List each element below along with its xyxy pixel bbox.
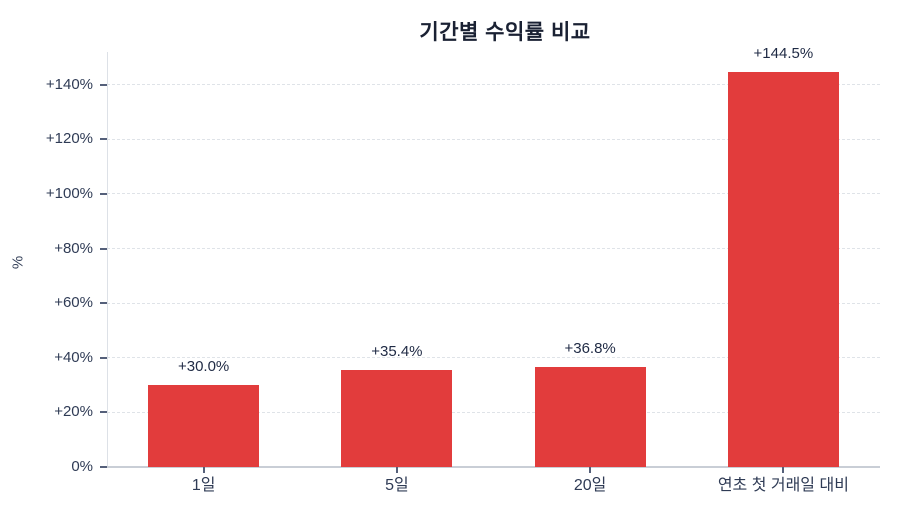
bar-value-label: +144.5% <box>753 45 814 63</box>
x-tick-mark <box>782 467 785 473</box>
x-tick-label: 20일 <box>573 477 607 494</box>
x-tick-label: 5일 <box>385 477 409 494</box>
x-tick-mark <box>395 467 398 473</box>
y-tick-label: +80% <box>54 239 93 257</box>
bar <box>727 72 839 467</box>
y-gridline <box>107 411 880 413</box>
y-tick-mark <box>100 466 107 468</box>
y-tick-mark <box>100 356 107 359</box>
y-tick-mark <box>100 192 107 195</box>
y-tick-mark <box>100 83 107 86</box>
bar <box>148 385 260 467</box>
x-tick-label: 연초 첫 거래일 대비 <box>717 477 849 494</box>
y-tick-mark <box>100 247 107 250</box>
bar-value-label: +36.8% <box>564 339 616 357</box>
x-tick-label: 1일 <box>191 477 216 494</box>
y-tick-label: +140% <box>45 75 93 93</box>
chart-title: 기간별 수익률 비교 <box>419 21 591 44</box>
y-tick-label: +20% <box>54 403 93 421</box>
y-tick-label: +100% <box>45 184 93 202</box>
bar-value-label: +35.4% <box>371 343 423 361</box>
y-gridline <box>107 357 880 359</box>
y-gridline <box>107 84 880 86</box>
x-tick-mark <box>589 467 592 473</box>
y-tick-label: 0% <box>71 458 93 475</box>
x-axis-line <box>107 466 880 468</box>
y-tick-mark <box>100 138 107 141</box>
y-gridline <box>107 138 880 140</box>
bar-value-label: +30.0% <box>177 358 230 376</box>
y-axis-line <box>107 52 108 467</box>
bar <box>534 366 646 467</box>
y-gridline <box>107 248 880 250</box>
y-gridline <box>107 302 880 304</box>
bar <box>341 370 453 467</box>
x-tick-mark <box>202 467 205 473</box>
y-tick-label: +40% <box>54 348 93 366</box>
y-tick-mark <box>100 411 107 414</box>
y-tick-label: +120% <box>45 130 93 148</box>
y-tick-label: +60% <box>54 294 93 312</box>
y-tick-mark <box>100 302 107 305</box>
y-gridline <box>107 193 880 195</box>
